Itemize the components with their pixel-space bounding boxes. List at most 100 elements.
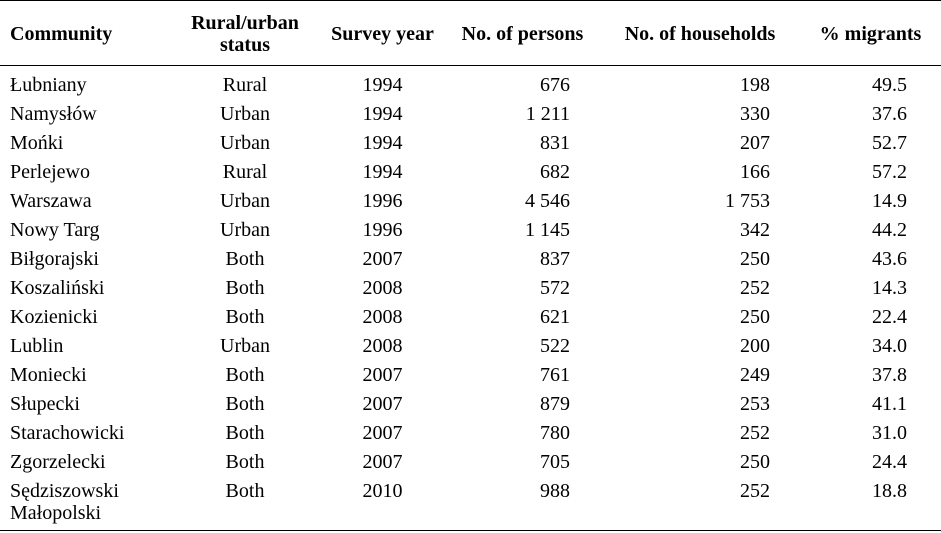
table-row: Biłgorajski Both 2007 837 250 43.6: [0, 245, 941, 274]
cell-households: 252: [740, 422, 770, 444]
cell-community: Kozienicki: [10, 306, 98, 328]
header-migrants: % migrants: [819, 23, 922, 45]
cell-community: Sędziszowski Małopolski: [10, 480, 119, 524]
cell-persons: 1 145: [525, 219, 570, 241]
cell-survey-year: 2007: [362, 364, 403, 386]
cell-households: 250: [740, 248, 770, 270]
cell-migrants: 24.4: [872, 451, 907, 473]
header-survey-year: Survey year: [331, 23, 434, 45]
cell-persons: 621: [540, 306, 570, 328]
table-row: Nowy Targ Urban 1996 1 145 342 44.2: [0, 216, 941, 245]
cell-survey-year: 2008: [362, 335, 403, 357]
cell-persons: 572: [540, 277, 570, 299]
cell-status: Both: [225, 480, 265, 502]
table-row: Koszaliński Both 2008 572 252 14.3: [0, 274, 941, 303]
cell-migrants: 14.3: [872, 277, 907, 299]
cell-status: Urban: [220, 132, 270, 154]
cell-status: Both: [225, 451, 265, 473]
cell-status: Urban: [220, 219, 270, 241]
cell-persons: 676: [540, 74, 570, 96]
cell-migrants: 41.1: [872, 393, 907, 415]
cell-community: Moniecki: [10, 364, 87, 386]
cell-community: Lublin: [10, 335, 64, 357]
table-row: Sędziszowski Małopolski Both 2010 988 252 18.…: [0, 477, 941, 531]
table-header: Community Rural/urban status Survey year…: [0, 0, 941, 66]
cell-persons: 522: [540, 335, 570, 357]
cell-persons: 705: [540, 451, 570, 473]
cell-survey-year: 1996: [362, 219, 403, 241]
cell-community: Nowy Targ: [10, 219, 100, 241]
cell-households: 207: [740, 132, 770, 154]
cell-migrants: 34.0: [872, 335, 907, 357]
table-row: Słupecki Both 2007 879 253 41.1: [0, 390, 941, 419]
cell-households: 330: [740, 103, 770, 125]
header-community: Community: [10, 23, 113, 45]
cell-status: Urban: [220, 335, 270, 357]
cell-survey-year: 2007: [362, 248, 403, 270]
cell-migrants: 37.6: [872, 103, 907, 125]
cell-migrants: 44.2: [872, 219, 907, 241]
cell-status: Rural: [222, 74, 268, 96]
cell-status: Rural: [222, 161, 268, 183]
cell-households: 252: [740, 277, 770, 299]
table-row: Starachowicki Both 2007 780 252 31.0: [0, 419, 941, 448]
cell-migrants: 18.8: [872, 480, 907, 502]
table-row: Zgorzelecki Both 2007 705 250 24.4: [0, 448, 941, 477]
cell-survey-year: 2007: [362, 422, 403, 444]
cell-persons: 988: [540, 480, 570, 502]
cell-households: 200: [740, 335, 770, 357]
cell-persons: 4 546: [525, 190, 570, 212]
table-row: Mońki Urban 1994 831 207 52.7: [0, 129, 941, 158]
table-row: Namysłów Urban 1994 1 211 330 37.6: [0, 100, 941, 129]
cell-community: Warszawa: [10, 190, 92, 212]
header-households: No. of households: [624, 23, 776, 45]
table-row: Warszawa Urban 1996 4 546 1 753 14.9: [0, 187, 941, 216]
cell-survey-year: 2008: [362, 277, 403, 299]
cell-households: 252: [740, 480, 770, 502]
cell-community: Namysłów: [10, 103, 97, 125]
table-body: Łubniany Rural 1994 676 198 49.5 Namysłów Urban…: [0, 66, 941, 531]
cell-community: Słupecki: [10, 393, 80, 415]
cell-status: Urban: [220, 103, 270, 125]
table-row: Kozienicki Both 2008 621 250 22.4: [0, 303, 941, 332]
cell-survey-year: 1994: [362, 103, 403, 125]
cell-status: Both: [225, 277, 265, 299]
cell-migrants: 49.5: [872, 74, 907, 96]
cell-status: Both: [225, 364, 265, 386]
cell-migrants: 57.2: [872, 161, 907, 183]
cell-survey-year: 2007: [362, 393, 403, 415]
cell-migrants: 37.8: [872, 364, 907, 386]
header-status: Rural/urban status: [191, 12, 299, 56]
cell-status: Both: [225, 422, 265, 444]
cell-survey-year: 2008: [362, 306, 403, 328]
cell-migrants: 31.0: [872, 422, 907, 444]
cell-status: Both: [225, 393, 265, 415]
header-persons: No. of persons: [461, 23, 584, 45]
cell-households: 198: [740, 74, 770, 96]
cell-migrants: 14.9: [872, 190, 907, 212]
table-row: Łubniany Rural 1994 676 198 49.5: [0, 66, 941, 101]
cell-community: Starachowicki: [10, 422, 125, 444]
cell-persons: 780: [540, 422, 570, 444]
table-row: Perlejewo Rural 1994 682 166 57.2: [0, 158, 941, 187]
cell-community: Koszaliński: [10, 277, 105, 299]
cell-status: Both: [225, 306, 265, 328]
cell-community: Mońki: [10, 132, 64, 154]
cell-households: 250: [740, 451, 770, 473]
table-row: Moniecki Both 2007 761 249 37.8: [0, 361, 941, 390]
cell-persons: 1 211: [525, 103, 570, 125]
cell-households: 250: [740, 306, 770, 328]
cell-community: Łubniany: [10, 74, 87, 96]
table-row: Lublin Urban 2008 522 200 34.0: [0, 332, 941, 361]
cell-survey-year: 1994: [362, 161, 403, 183]
cell-survey-year: 1994: [362, 132, 403, 154]
cell-households: 166: [740, 161, 770, 183]
cell-community: Biłgorajski: [10, 248, 99, 270]
cell-survey-year: 2010: [362, 480, 403, 502]
cell-persons: 879: [540, 393, 570, 415]
cell-survey-year: 1994: [362, 74, 403, 96]
header-row: Community Rural/urban status Survey year…: [0, 0, 941, 66]
cell-status: Urban: [220, 190, 270, 212]
